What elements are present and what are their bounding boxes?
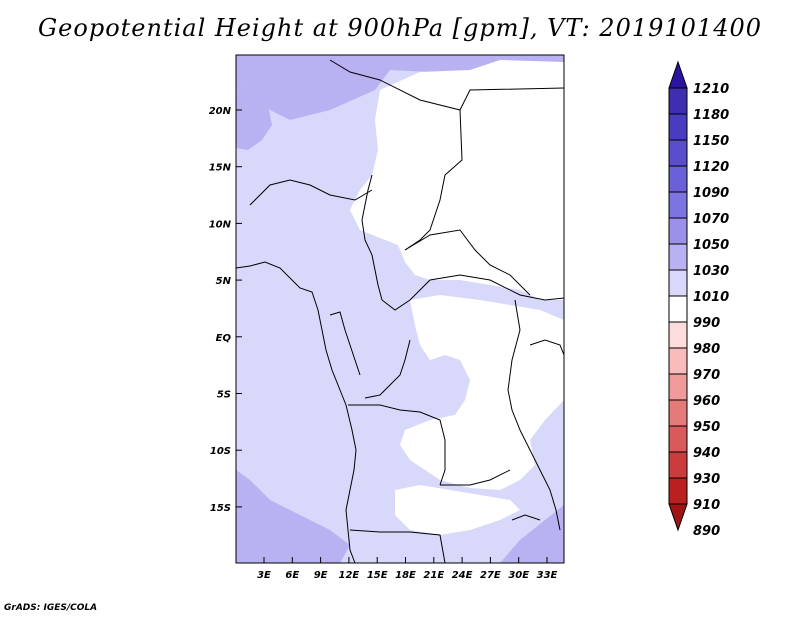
field-1030-band-se	[500, 505, 564, 563]
border-sahel	[249, 179, 373, 206]
colorbar-label: 1120	[693, 160, 729, 175]
lat-axis: 20N 15N 10N 5N EQ 5S 10S 15S	[209, 106, 242, 514]
lon-label: 3E	[257, 570, 271, 581]
border-angola-north	[348, 404, 446, 486]
colorbar-top-arrow	[668, 60, 688, 89]
colorbar-swatch	[668, 347, 688, 375]
border-car-sudan	[404, 229, 531, 296]
border-zambia	[440, 469, 511, 486]
lon-label: 24E	[452, 570, 473, 581]
colorbar-label: 1090	[693, 186, 729, 201]
colorbar-label: 890	[693, 524, 720, 539]
lon-label: 27E	[480, 570, 501, 581]
colorbar-label: 990	[693, 316, 720, 331]
map-frame	[235, 54, 565, 564]
colorbar-label: 1150	[693, 134, 729, 149]
lon-axis: 3E 6E 9E 12E 15E 18E 21E 24E 27E 30E 33E	[257, 557, 558, 581]
border-great-lakes	[507, 299, 561, 531]
colorbar-label: 1070	[693, 212, 729, 227]
border-north	[329, 59, 564, 111]
colorbar-swatch	[668, 269, 688, 297]
lat-label: 10N	[209, 219, 232, 230]
colorbar-swatch	[668, 399, 688, 427]
colorbar-swatch	[668, 295, 688, 323]
colorbar-swatch	[668, 165, 688, 193]
colorbar-label: 950	[693, 420, 720, 435]
lat-label: 5N	[216, 276, 232, 287]
colorbar-label: 1210	[693, 82, 729, 97]
colorbar-label: 930	[693, 472, 720, 487]
lat-label: 20N	[209, 106, 232, 117]
colorbar-label: 980	[693, 342, 720, 357]
lon-label: 33E	[537, 570, 558, 581]
border-namibia	[349, 529, 446, 563]
lon-label: 9E	[314, 570, 328, 581]
lon-label: 15E	[367, 570, 388, 581]
colorbar-swatch	[668, 113, 688, 141]
border-nigeria-cameroon	[361, 174, 383, 301]
border-congo	[364, 339, 411, 399]
lon-label: 30E	[508, 570, 529, 581]
field-1030-band-sw	[236, 470, 350, 563]
field-low-north	[350, 60, 564, 300]
field-1030-band-nw	[236, 80, 272, 150]
colorbar-label: 1030	[693, 264, 729, 279]
lon-label: 21E	[423, 570, 444, 581]
colorbar-label: 940	[693, 446, 720, 461]
colorbar-swatch	[668, 321, 688, 349]
height-field	[236, 55, 564, 563]
colorbar-swatch	[668, 87, 688, 115]
colorbar-swatch	[668, 451, 688, 479]
colorbar-bottom-arrow	[668, 503, 688, 532]
lat-label: 15N	[209, 163, 232, 174]
colorbar-swatch	[668, 373, 688, 401]
grads-credit: GrADS: IGES/COLA	[4, 603, 98, 613]
colorbar-swatch	[668, 425, 688, 453]
colorbar-label: 1050	[693, 238, 729, 253]
border-chad-sudan	[404, 109, 463, 251]
colorbar-swatch	[668, 139, 688, 167]
lon-label: 6E	[285, 570, 299, 581]
border-gabon	[329, 311, 361, 376]
colorbar-label: 910	[693, 498, 720, 513]
lon-label: 12E	[339, 570, 360, 581]
colorbar-label: 970	[693, 368, 720, 383]
lat-label: 15S	[210, 503, 231, 514]
field-low-central	[400, 295, 564, 490]
atlantic-coast	[236, 261, 357, 563]
colorbar-swatch	[668, 217, 688, 245]
colorbar-label: 1180	[693, 108, 729, 123]
colorbar: 1210 1180 1150 1120 1090 1070 1050 1030 1010 990 9…	[668, 60, 729, 539]
lake-malawi	[511, 514, 541, 521]
field-low-south	[395, 485, 520, 535]
colorbar-label: 960	[693, 394, 720, 409]
border-car-south	[381, 274, 564, 311]
colorbar-swatch	[668, 243, 688, 271]
chart-title: Geopotential Height at 900hPa [gpm], VT:…	[38, 14, 762, 42]
lat-label: 5S	[217, 390, 231, 401]
lat-label: EQ	[216, 333, 232, 344]
lat-label: 10S	[210, 446, 231, 457]
colorbar-swatch	[668, 191, 688, 219]
coastlines	[236, 59, 564, 563]
lon-label: 18E	[395, 570, 416, 581]
colorbar-swatch	[668, 477, 688, 505]
colorbar-label: 1010	[693, 290, 729, 305]
lake-victoria	[529, 339, 564, 356]
